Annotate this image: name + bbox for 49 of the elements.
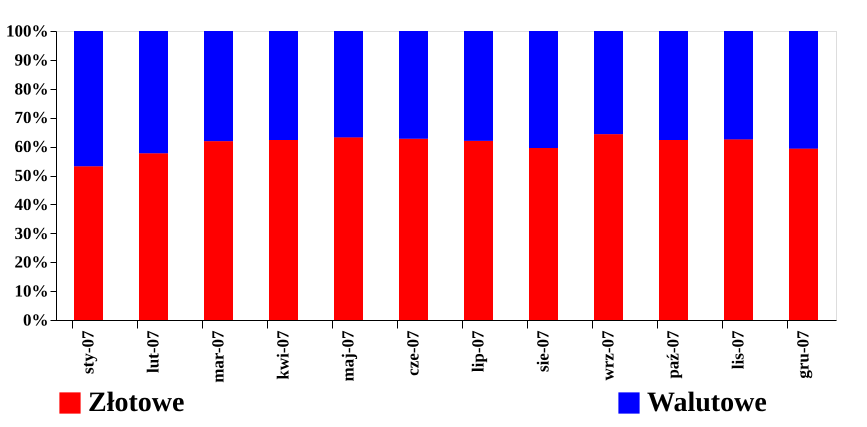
y-tick-label: 40%	[14, 194, 48, 214]
y-tick-label: 20%	[14, 252, 48, 272]
x-tick-label: lis-07	[728, 330, 748, 370]
bar	[334, 137, 363, 320]
y-tick-label: 50%	[14, 166, 48, 185]
legend-label: Walutowe	[647, 387, 767, 418]
y-tick-label: 90%	[14, 50, 48, 70]
bar	[789, 31, 818, 149]
bar	[74, 31, 103, 166]
bar	[464, 31, 493, 141]
x-tick-label: kwi-07	[274, 330, 292, 380]
x-tick-label: maj-07	[338, 330, 358, 382]
bar	[659, 140, 688, 320]
bar	[789, 148, 818, 320]
y-tick-label: 0%	[23, 310, 48, 330]
x-tick-label: sty-07	[78, 330, 98, 374]
bar	[204, 141, 233, 320]
bar	[724, 31, 753, 140]
bar	[74, 166, 103, 320]
bar	[204, 31, 233, 142]
x-tick-label: cze-07	[404, 330, 422, 376]
legend-label: Złotowe	[88, 387, 184, 418]
bar	[334, 31, 363, 138]
bar	[139, 153, 168, 320]
bar	[594, 134, 623, 320]
bar	[594, 31, 623, 134]
bar	[139, 31, 168, 154]
x-tick-label: sie-07	[534, 330, 552, 372]
x-tick-label: gru-07	[794, 330, 812, 379]
bar	[269, 31, 298, 140]
bar	[529, 148, 558, 320]
bar	[269, 140, 298, 320]
bar	[399, 31, 428, 139]
x-tick-label: lut-07	[144, 330, 162, 373]
x-tick-label: paź-07	[664, 330, 682, 379]
bar	[399, 138, 428, 320]
bar	[529, 31, 558, 148]
bar	[464, 140, 493, 320]
x-tick-label: mar-07	[208, 330, 228, 383]
y-tick-label: 100%	[6, 22, 48, 40]
y-tick-label: 10%	[14, 282, 48, 301]
y-tick-label: 60%	[14, 137, 48, 156]
y-tick-label: 80%	[14, 79, 48, 98]
x-tick-label: lip-07	[468, 330, 488, 372]
y-tick-label: 70%	[14, 108, 48, 128]
y-tick-label: 30%	[14, 224, 48, 243]
bar	[659, 31, 688, 140]
bar	[724, 139, 753, 320]
x-tick-label: wrz-07	[598, 330, 618, 381]
